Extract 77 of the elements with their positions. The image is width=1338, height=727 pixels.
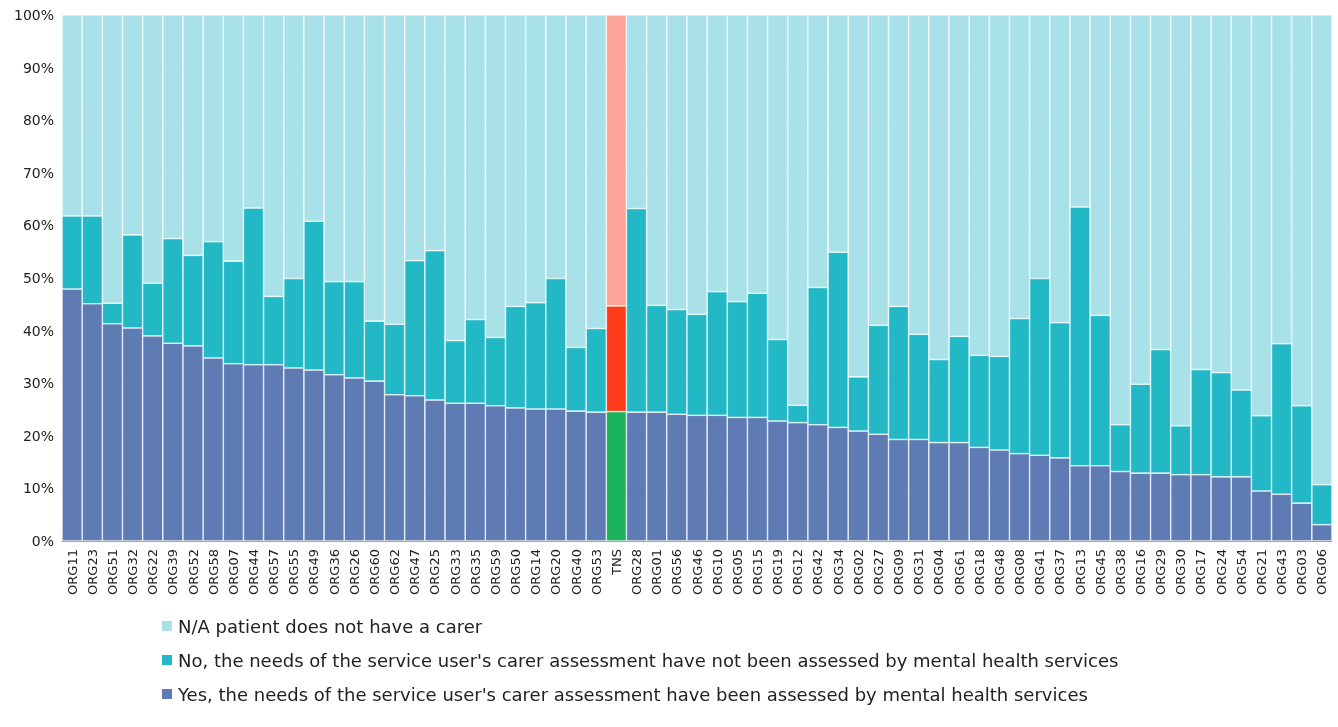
x-tick-label: ORG30 xyxy=(1173,549,1189,595)
x-tick-label: ORG43 xyxy=(1274,549,1290,595)
x-tick-label: ORG10 xyxy=(709,549,725,595)
x-tick-label: ORG59 xyxy=(487,549,503,595)
y-tick-label: 80% xyxy=(22,112,54,129)
x-tick-label: ORG25 xyxy=(427,549,443,595)
x-tick-label: ORG14 xyxy=(528,549,544,595)
x-tick-label: ORG27 xyxy=(870,549,886,595)
x-tick-label: ORG38 xyxy=(1112,549,1128,595)
x-tick-label: ORG20 xyxy=(548,549,564,595)
y-tick-label: 60% xyxy=(22,217,54,234)
x-tick-label: ORG05 xyxy=(729,549,745,595)
x-tick-label: ORG58 xyxy=(205,549,221,595)
x-tick-label: ORG22 xyxy=(145,549,161,595)
y-tick-label: 40% xyxy=(22,322,54,339)
x-tick-label: ORG52 xyxy=(185,549,201,595)
y-tick-label: 30% xyxy=(22,375,54,392)
x-tick-label: ORG03 xyxy=(1294,549,1310,595)
x-tick-label: ORG54 xyxy=(1233,549,1249,595)
x-tick-label: ORG53 xyxy=(588,549,604,595)
x-tick-label: ORG06 xyxy=(1314,549,1330,595)
x-tick-label: ORG08 xyxy=(1012,549,1028,595)
x-tick-label: ORG13 xyxy=(1072,549,1088,595)
x-tick-label: ORG56 xyxy=(669,549,685,595)
legend-label: Yes, the needs of the service user's carer assessment have been assessed by mental health services xyxy=(177,683,1088,705)
x-tick-label: ORG55 xyxy=(286,549,302,595)
x-tick-label: TNS xyxy=(608,549,624,576)
x-tick-label: ORG07 xyxy=(225,549,241,595)
x-tick-label: ORG18 xyxy=(971,549,987,595)
x-tick-label: ORG31 xyxy=(911,549,927,595)
x-tick-label: ORG48 xyxy=(991,549,1007,595)
x-tick-label: ORG12 xyxy=(790,549,806,595)
y-tick-label: 70% xyxy=(22,164,54,181)
x-tick-label: ORG17 xyxy=(1193,549,1209,595)
y-tick-label: 0% xyxy=(31,533,54,549)
x-tick-label: ORG36 xyxy=(326,549,342,595)
x-tick-label: ORG51 xyxy=(104,549,120,595)
x-tick-label: ORG32 xyxy=(125,549,141,595)
x-tick-label: ORG11 xyxy=(64,549,80,595)
y-tick-label: 10% xyxy=(22,480,54,497)
x-tick-label: ORG21 xyxy=(1253,549,1269,595)
x-tick-label: ORG45 xyxy=(1092,549,1108,595)
x-tick-label: ORG04 xyxy=(931,549,947,595)
legend-label: No, the needs of the service user's carer assessment have not been assessed by mental health services xyxy=(178,649,1119,671)
x-tick-label: ORG26 xyxy=(346,549,362,595)
x-tick-label: ORG02 xyxy=(850,549,866,595)
x-tick-label: ORG34 xyxy=(830,549,846,595)
x-tick-label: ORG28 xyxy=(629,549,645,595)
x-tick-label: ORG24 xyxy=(1213,549,1229,595)
x-tick-label: ORG62 xyxy=(387,549,403,595)
x-tick-label: ORG57 xyxy=(266,549,282,595)
x-tick-label: ORG16 xyxy=(1132,549,1148,595)
x-tick-label: ORG50 xyxy=(508,549,524,595)
x-tick-label: ORG23 xyxy=(84,549,100,595)
x-tick-label: ORG60 xyxy=(366,549,382,595)
x-tick-label: ORG19 xyxy=(770,549,786,595)
y-tick-label: 20% xyxy=(22,427,54,444)
y-tick-label: 50% xyxy=(22,270,54,286)
x-tick-label: ORG37 xyxy=(1052,549,1068,595)
x-tick-label: ORG61 xyxy=(951,549,967,595)
y-tick-label: 100% xyxy=(13,7,54,23)
x-tick-label: ORG42 xyxy=(810,549,826,595)
x-tick-label: ORG49 xyxy=(306,549,322,595)
x-tick-label: ORG41 xyxy=(1032,549,1048,595)
x-tick-label: ORG40 xyxy=(568,549,584,595)
x-tick-label: ORG01 xyxy=(649,549,665,595)
x-tick-label: ORG33 xyxy=(447,549,463,595)
legend-label: N/A patient does not have a carer xyxy=(178,615,483,637)
x-tick-label: ORG44 xyxy=(246,549,262,595)
y-tick-label: 90% xyxy=(22,59,54,76)
x-tick-label: ORG15 xyxy=(749,549,765,595)
x-tick-label: ORG35 xyxy=(467,549,483,595)
x-tick-label: ORG46 xyxy=(689,549,705,595)
x-tick-label: ORG29 xyxy=(1153,549,1169,595)
x-tick-label: ORG47 xyxy=(407,549,423,595)
x-tick-label: ORG39 xyxy=(165,549,181,595)
x-tick-label: ORG09 xyxy=(891,549,907,595)
